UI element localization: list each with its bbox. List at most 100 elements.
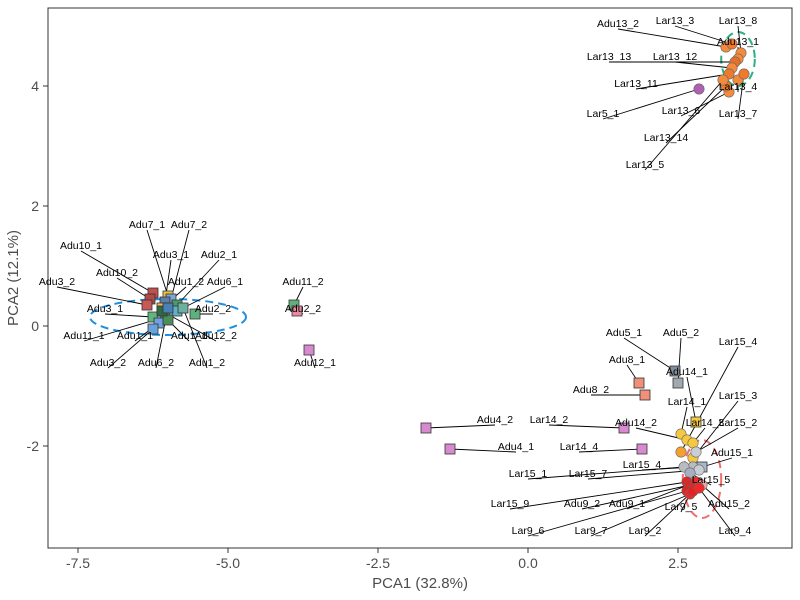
x-axis-title: PCA1 (32.8%): [372, 575, 468, 592]
leader-line: [644, 490, 694, 537]
data-point-square: [669, 365, 681, 377]
data-point-square: [420, 422, 432, 434]
x-tick-label: 2.5: [668, 555, 688, 571]
point-label: Adu13_2: [597, 18, 639, 30]
leader-line: [527, 466, 685, 480]
x-tick-label: -5.0: [216, 555, 240, 571]
leader-line: [578, 448, 643, 453]
point-label: Lar13_14: [644, 132, 689, 144]
point-label: Lar14_2: [530, 414, 569, 426]
point-label: Adu2_2: [195, 303, 231, 315]
point-label: Adu12_2: [195, 330, 237, 342]
leader-line: [590, 493, 691, 537]
data-point-square: [636, 443, 648, 455]
data-point-square: [177, 302, 189, 314]
leader-line: [107, 328, 154, 369]
leader-line: [449, 448, 517, 453]
leader-line: [665, 85, 727, 144]
point-label: Lar14_3: [686, 417, 725, 429]
leader-line: [674, 61, 733, 69]
point-label: Adu5_2: [663, 327, 699, 339]
data-points: [141, 38, 750, 500]
data-point-square: [162, 302, 174, 314]
data-point-square: [690, 416, 702, 428]
point-label: Lar13_8: [719, 15, 758, 27]
leader-line: [623, 337, 676, 372]
point-label: Adu6_1: [207, 276, 243, 288]
data-point-circle: [726, 38, 738, 50]
point-label: Adu7_2: [171, 219, 207, 231]
point-label: Lar15_2: [719, 417, 758, 429]
leader-line: [176, 259, 220, 306]
leader-line: [170, 229, 190, 300]
leader-line: [182, 307, 208, 369]
leader-line: [686, 376, 697, 423]
point-label: Adu1_2: [168, 276, 204, 288]
point-label: Lar13_12: [653, 51, 698, 63]
point-label: Lar13_7: [719, 108, 758, 120]
point-label: Lar14_4: [560, 441, 599, 453]
point-label: Adu13_1: [717, 36, 759, 48]
point-label: Lar15_3: [719, 390, 758, 402]
data-point-square: [147, 323, 159, 335]
leader-line: [695, 427, 739, 453]
point-label: Adu1_1: [117, 330, 153, 342]
leader-line: [680, 346, 739, 453]
x-tick-label: -7.5: [66, 555, 90, 571]
point-label: Adu15_2: [708, 498, 750, 510]
x-axis: -7.5 -5.0 -2.5 0.0 2.5: [66, 548, 688, 571]
leader-line: [80, 250, 154, 294]
leader-line: [56, 286, 148, 306]
confidence-ellipse-2: [720, 31, 756, 87]
y-tick-label: -2: [27, 438, 40, 454]
data-point-square: [303, 344, 315, 356]
point-label: Adu2_2: [285, 303, 321, 315]
data-point-circle: [690, 446, 702, 458]
data-point-circle: [693, 482, 705, 494]
point-label: Lar13_4: [719, 81, 758, 93]
data-point-circle: [693, 83, 705, 95]
point-label: Adu15_1: [711, 447, 753, 459]
point-label: Adu8_1: [609, 354, 645, 366]
leader-line: [635, 73, 730, 90]
leader-line: [587, 469, 700, 480]
y-tick-label: 2: [31, 198, 39, 214]
point-label: Adu3_1: [87, 303, 123, 315]
leader-line: [617, 28, 727, 48]
point-label: Adu3_2: [39, 276, 75, 288]
point-labels: Adu10_1 Adu7_1 Adu7_2 Adu3_1 Adu2_1 Adu10_2 Ad…: [39, 15, 759, 537]
point-label: Lar15_7: [569, 468, 608, 480]
data-point-circle: [675, 446, 687, 458]
panel-background: [47, 7, 793, 549]
point-label: Lar14_1: [668, 396, 707, 408]
x-tick-label: 0.0: [518, 555, 538, 571]
point-label: Adu2_1: [201, 249, 237, 261]
x-tick-label: -2.5: [366, 555, 390, 571]
point-label: Adu4_2: [477, 414, 513, 426]
point-label: Adu3_2: [90, 357, 126, 369]
data-point-square: [618, 422, 630, 434]
point-label: Lar9_6: [512, 525, 545, 537]
leader-line: [104, 313, 154, 318]
point-label: Adu1_1: [171, 330, 207, 342]
leader-line: [425, 424, 496, 429]
point-label: Adu10_1: [60, 240, 102, 252]
data-point-square: [189, 308, 201, 320]
point-label: Adu3_1: [153, 249, 189, 261]
point-label: Lar13_13: [587, 51, 632, 63]
data-point-circle: [738, 68, 750, 80]
leader-line: [548, 424, 625, 429]
leader-line: [581, 484, 691, 510]
point-label: Lar5_1: [587, 108, 620, 120]
point-label: Adu5_1: [606, 327, 642, 339]
point-label: Adu9_2: [564, 498, 600, 510]
y-axis: -2 0 2 4: [27, 78, 48, 454]
data-point-square: [291, 305, 303, 317]
data-point-square: [444, 443, 456, 455]
point-label: Adu14_2: [615, 417, 657, 429]
y-axis-title: PCA2 (12.1%): [5, 230, 22, 326]
y-tick-label: 4: [31, 78, 39, 94]
point-label: Lar13_6: [662, 105, 701, 117]
point-label: Lar9_7: [575, 525, 608, 537]
